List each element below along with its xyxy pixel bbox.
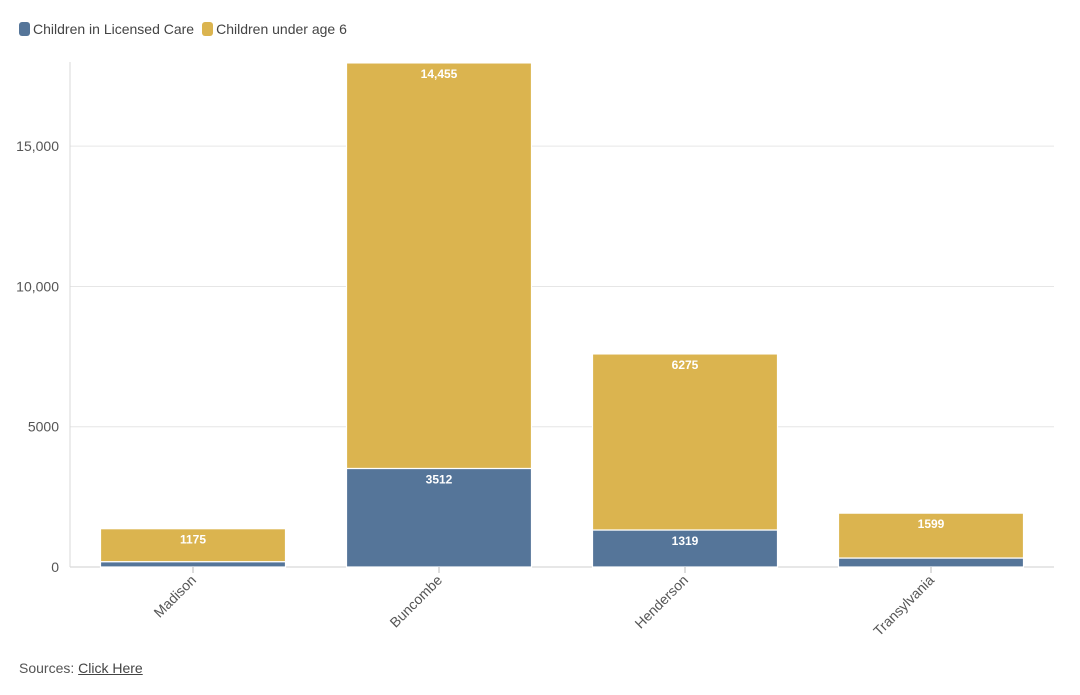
legend-item-licensed-care[interactable]: Children in Licensed Care [19, 21, 194, 37]
y-tick-label: 5000 [28, 419, 59, 435]
legend-swatch-under-six [202, 22, 214, 36]
data-label: 1175 [180, 533, 206, 547]
bar-segment [345, 467, 533, 568]
stacked-bar-chart: 0 5000 10,000 15,000 1175 Madison 3512 14,455 Bu… [16, 62, 1054, 639]
bar-segment [99, 528, 287, 563]
x-tick-label: Madison [150, 572, 199, 621]
data-label: 1599 [918, 517, 945, 531]
data-label: 3512 [426, 472, 453, 486]
bar-segment [837, 512, 1025, 559]
bar-segment [837, 557, 1025, 568]
x-tick-label: Buncombe [386, 572, 445, 631]
chart-legend: Children in Licensed Care Children under… [19, 19, 355, 39]
data-label: 6275 [672, 358, 699, 372]
bar-segment [591, 529, 779, 568]
bar-segment [99, 561, 287, 568]
data-label: 14,455 [421, 67, 458, 81]
bar-segment [591, 353, 779, 531]
sources-label: Sources: [19, 660, 75, 676]
x-tick-label: Transylvania [870, 572, 937, 639]
y-tick-label: 15,000 [16, 138, 59, 154]
legend-item-under-six[interactable]: Children under age 6 [202, 21, 347, 37]
bar-segment [345, 62, 533, 470]
x-tick-label: Henderson [631, 572, 691, 632]
sources-link[interactable]: Click Here [78, 660, 143, 676]
legend-swatch-licensed-care [19, 22, 30, 36]
y-tick-label: 0 [51, 559, 59, 575]
data-label: 1319 [672, 534, 699, 548]
y-tick-label: 10,000 [16, 278, 59, 294]
legend-label-licensed-care: Children in Licensed Care [33, 21, 195, 37]
legend-label-under-six: Children under age 6 [216, 21, 347, 37]
sources-line: Sources: Click Here [19, 660, 143, 676]
